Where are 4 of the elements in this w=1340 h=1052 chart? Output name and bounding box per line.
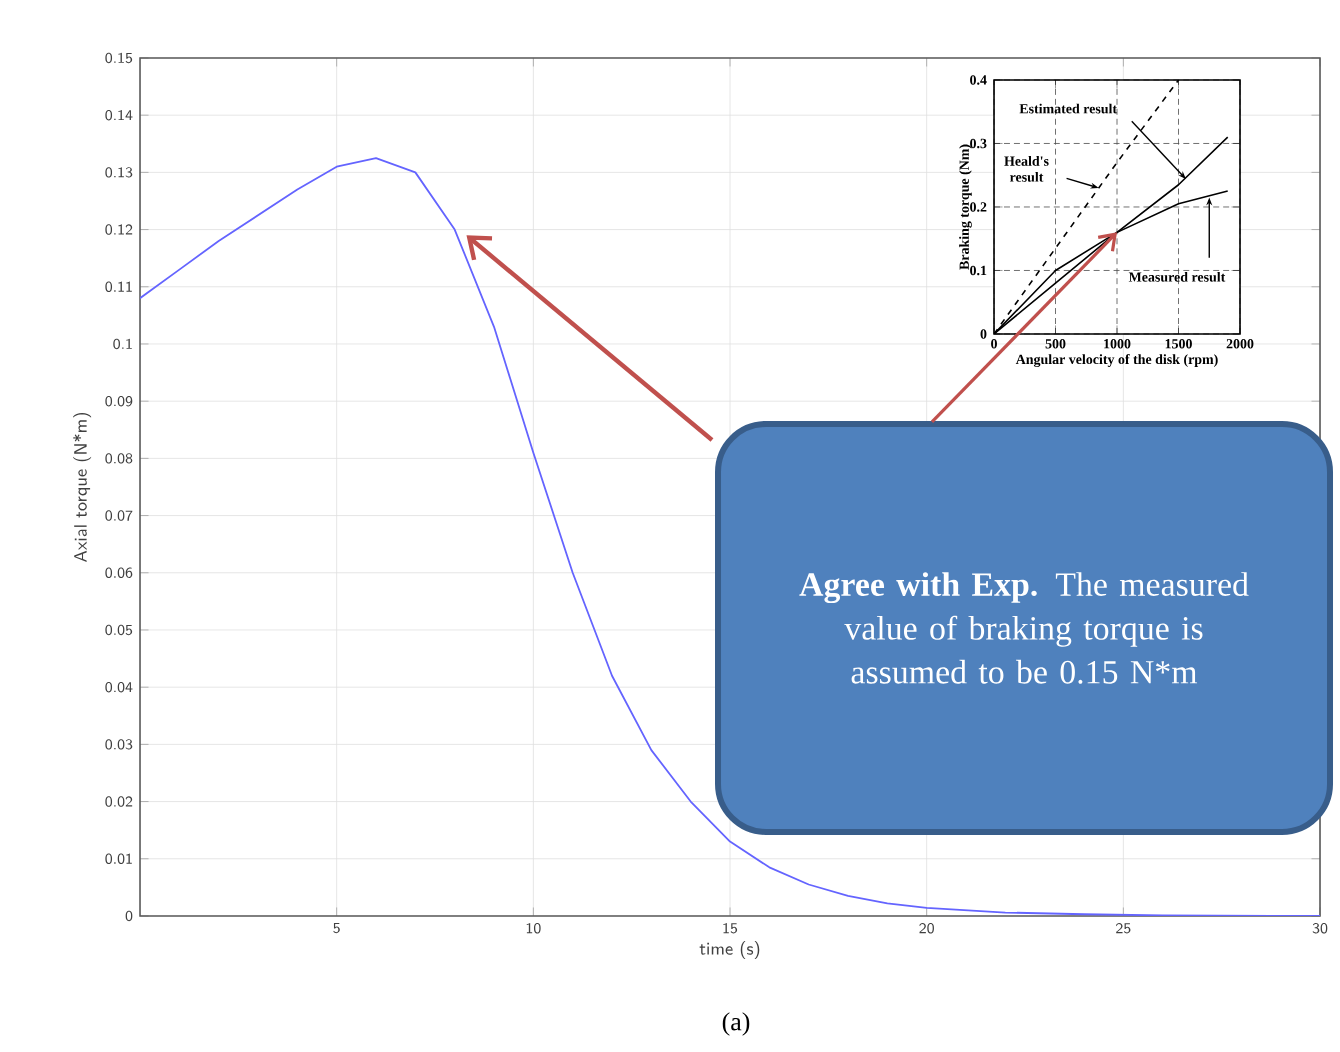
text: (a) [722,1012,750,1036]
x-axis-title: time (s) [699,941,760,960]
y-axis-title: Axial torque (N*m) [73,412,92,562]
annotation: Agree with Exp. The measured value of braking torque is assumed to be 0.15 N*m [799,572,1249,684]
